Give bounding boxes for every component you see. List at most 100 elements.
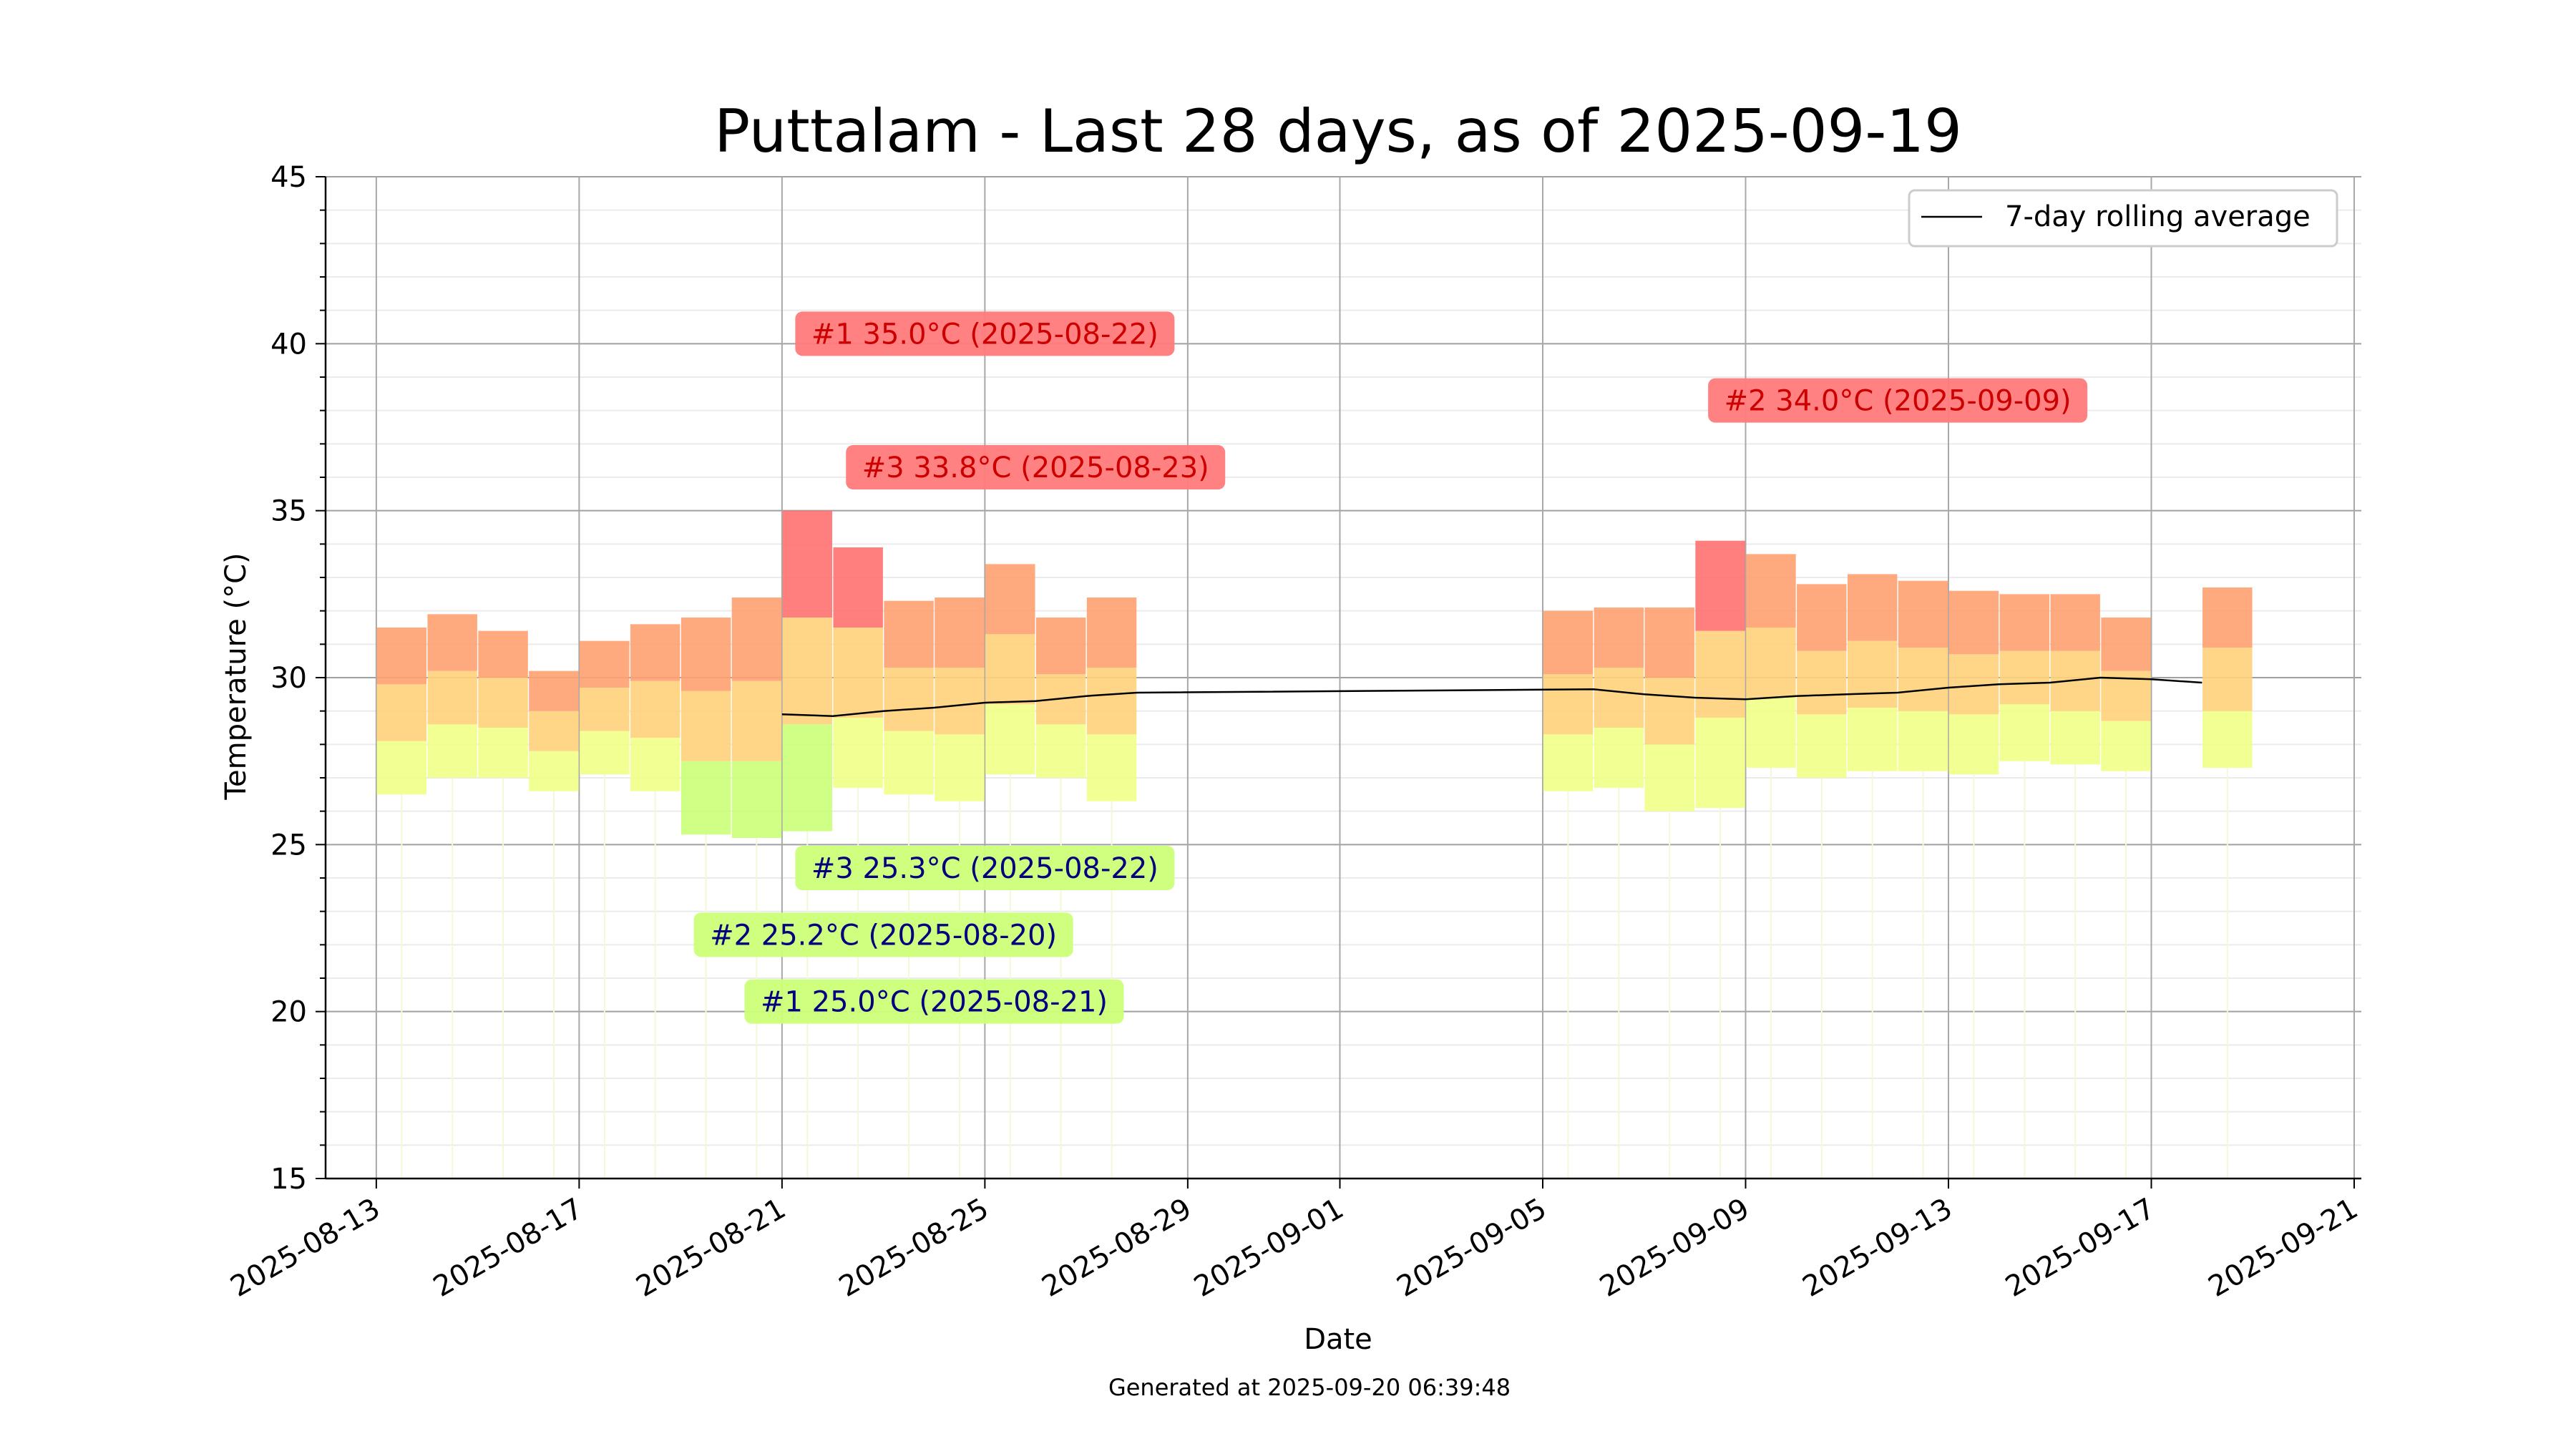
legend-frame — [1908, 189, 2338, 248]
min-band-bar — [884, 731, 934, 795]
x-axis-label: Date — [1304, 1323, 1372, 1356]
mean-band-bar — [1797, 650, 1847, 715]
max-band-bar — [1644, 608, 1694, 678]
mean-band-bar — [1746, 628, 1796, 698]
max-band-bar — [1847, 574, 1898, 641]
min-band-bar — [1999, 704, 2050, 761]
x-tick-label: 2025-09-09 — [1594, 1192, 1755, 1304]
x-tick-label: 2025-08-17 — [428, 1192, 588, 1304]
min-band-bar — [1695, 718, 1745, 808]
mean-band-bar — [529, 711, 579, 751]
legend-entry-label: 7-day rolling average — [2005, 200, 2311, 233]
y-tick-label: 40 — [270, 328, 307, 361]
cool-record-label: #1 25.0°C (2025-08-21) — [761, 986, 1108, 1019]
mean-band-bar — [935, 668, 985, 735]
max-band-bar — [529, 670, 579, 711]
cool-record-label: #2 25.2°C (2025-08-20) — [710, 919, 1057, 952]
x-tick-label: 2025-09-13 — [1797, 1192, 1958, 1304]
cool-record-box — [744, 979, 1124, 1024]
mean-band-bar — [884, 668, 934, 731]
mean-band-bar — [1898, 648, 1948, 711]
min-band-bar — [1746, 698, 1796, 768]
hot-record-box — [846, 445, 1226, 489]
min-band-bar — [935, 734, 985, 801]
mean-band-bar — [630, 680, 680, 738]
min-band-bar — [1086, 734, 1137, 801]
hot-record-label: #3 33.8°C (2025-08-23) — [862, 452, 1209, 484]
min-band-bar — [2202, 711, 2253, 768]
max-band-bar — [985, 564, 1035, 635]
min-band-bar — [782, 724, 833, 831]
min-band-bar — [529, 751, 579, 791]
min-band-bar — [1594, 728, 1644, 788]
min-band-bar — [1898, 711, 1948, 771]
x-tick-label: 2025-09-21 — [2203, 1192, 2363, 1304]
y-tick-label: 30 — [270, 662, 307, 695]
mean-band-bar — [782, 618, 833, 725]
mean-band-bar — [580, 688, 630, 731]
hot-record-label: #1 35.0°C (2025-08-22) — [811, 318, 1158, 351]
min-band-bar — [985, 704, 1035, 775]
max-band-bar — [427, 614, 477, 671]
max-band-bar — [580, 640, 630, 688]
mean-band-bar — [985, 634, 1035, 705]
cool-record-box — [795, 846, 1175, 890]
chart-title: Puttalam - Last 28 days, as of 2025-09-1… — [714, 97, 1962, 166]
y-tick-label: 15 — [270, 1163, 307, 1196]
min-band-bar — [1644, 744, 1694, 811]
min-band-bar — [833, 718, 883, 788]
max-band-bar — [782, 510, 833, 618]
legend: 7-day rolling average — [1908, 189, 2338, 248]
cool-record-box — [693, 912, 1073, 957]
x-tick-label: 2025-09-01 — [1189, 1192, 1349, 1304]
temperature-bars — [376, 510, 2253, 838]
max-band-bar — [1086, 597, 1137, 668]
min-band-bar — [680, 761, 731, 835]
hot-record-label: #2 34.0°C (2025-09-09) — [1724, 385, 2072, 418]
max-band-bar — [1594, 608, 1644, 668]
max-band-bar — [478, 630, 528, 678]
max-band-bar — [731, 597, 782, 681]
max-band-bar — [1797, 584, 1847, 651]
min-band-bar — [1948, 714, 1999, 775]
record-annotations: #1 35.0°C (2025-08-22) #3 33.8°C (2025-08… — [693, 311, 2088, 1024]
max-band-bar — [1035, 618, 1086, 675]
mean-band-bar — [427, 670, 477, 725]
max-band-bar — [680, 618, 731, 691]
hot-record-box — [795, 311, 1175, 356]
mean-band-bar — [1644, 678, 1694, 745]
mean-band-bar — [1086, 668, 1137, 735]
max-band-bar — [2202, 587, 2253, 648]
min-band-bar — [2050, 711, 2100, 765]
generated-timestamp: Generated at 2025-09-20 06:39:48 — [1108, 1374, 1511, 1401]
min-band-bar — [630, 738, 680, 791]
min-band-bar — [1797, 714, 1847, 778]
max-band-bar — [2101, 618, 2151, 671]
max-band-bar — [2050, 594, 2100, 651]
hot-record-box — [1708, 378, 2088, 423]
rolling-average-polyline — [781, 676, 2202, 717]
mean-band-bar — [1543, 674, 1594, 735]
cool-record-label: #3 25.3°C (2025-08-22) — [811, 852, 1158, 885]
min-band-bar — [1035, 724, 1086, 778]
mean-band-bar — [1594, 668, 1644, 728]
mean-band-bar — [731, 680, 782, 761]
mean-band-bar — [376, 684, 427, 741]
y-tick-label: 20 — [270, 996, 307, 1029]
max-band-bar — [884, 600, 934, 668]
mean-band-bar — [2202, 648, 2253, 711]
min-band-bar — [1847, 708, 1898, 771]
max-band-bar — [1999, 594, 2050, 651]
max-band-bar — [1898, 580, 1948, 648]
min-band-bar — [580, 731, 630, 775]
min-band-bar — [376, 741, 427, 795]
mean-band-bar — [1999, 650, 2050, 705]
x-tick-label: 2025-09-17 — [2000, 1192, 2160, 1304]
x-tick-label: 2025-09-05 — [1392, 1192, 1552, 1304]
min-band-bar — [427, 724, 477, 778]
max-band-bar — [1746, 554, 1796, 628]
y-axis-label: Temperature (°C) — [220, 552, 253, 800]
x-tick-label: 2025-08-13 — [225, 1192, 386, 1304]
max-band-bar — [630, 624, 680, 681]
